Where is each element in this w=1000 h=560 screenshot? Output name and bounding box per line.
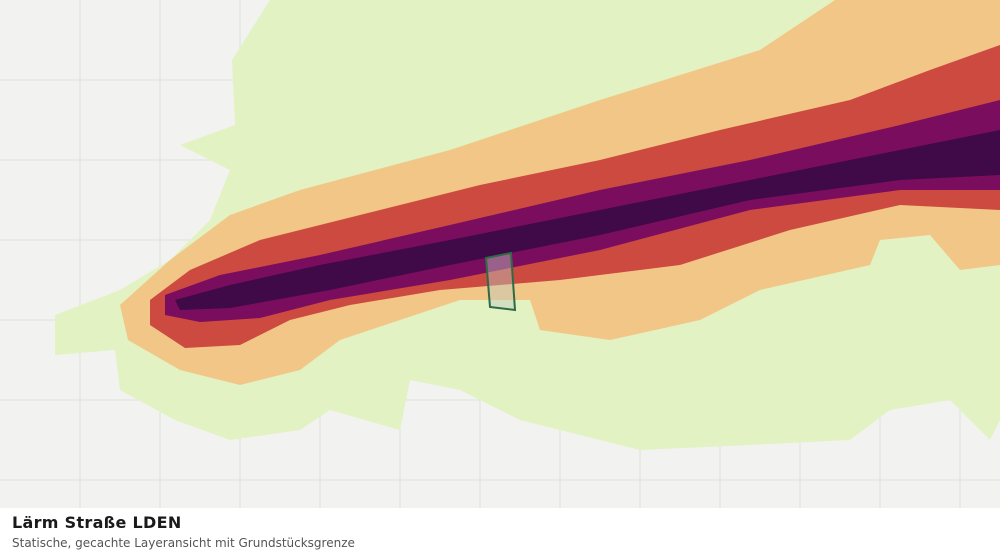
noise-zone-extreme xyxy=(175,130,1000,310)
map xyxy=(0,0,1000,508)
map-title: Lärm Straße LDEN xyxy=(12,513,182,532)
parcel-boundary xyxy=(484,251,517,312)
map-subtitle: Statische, gecachte Layeransicht mit Gru… xyxy=(12,536,355,550)
